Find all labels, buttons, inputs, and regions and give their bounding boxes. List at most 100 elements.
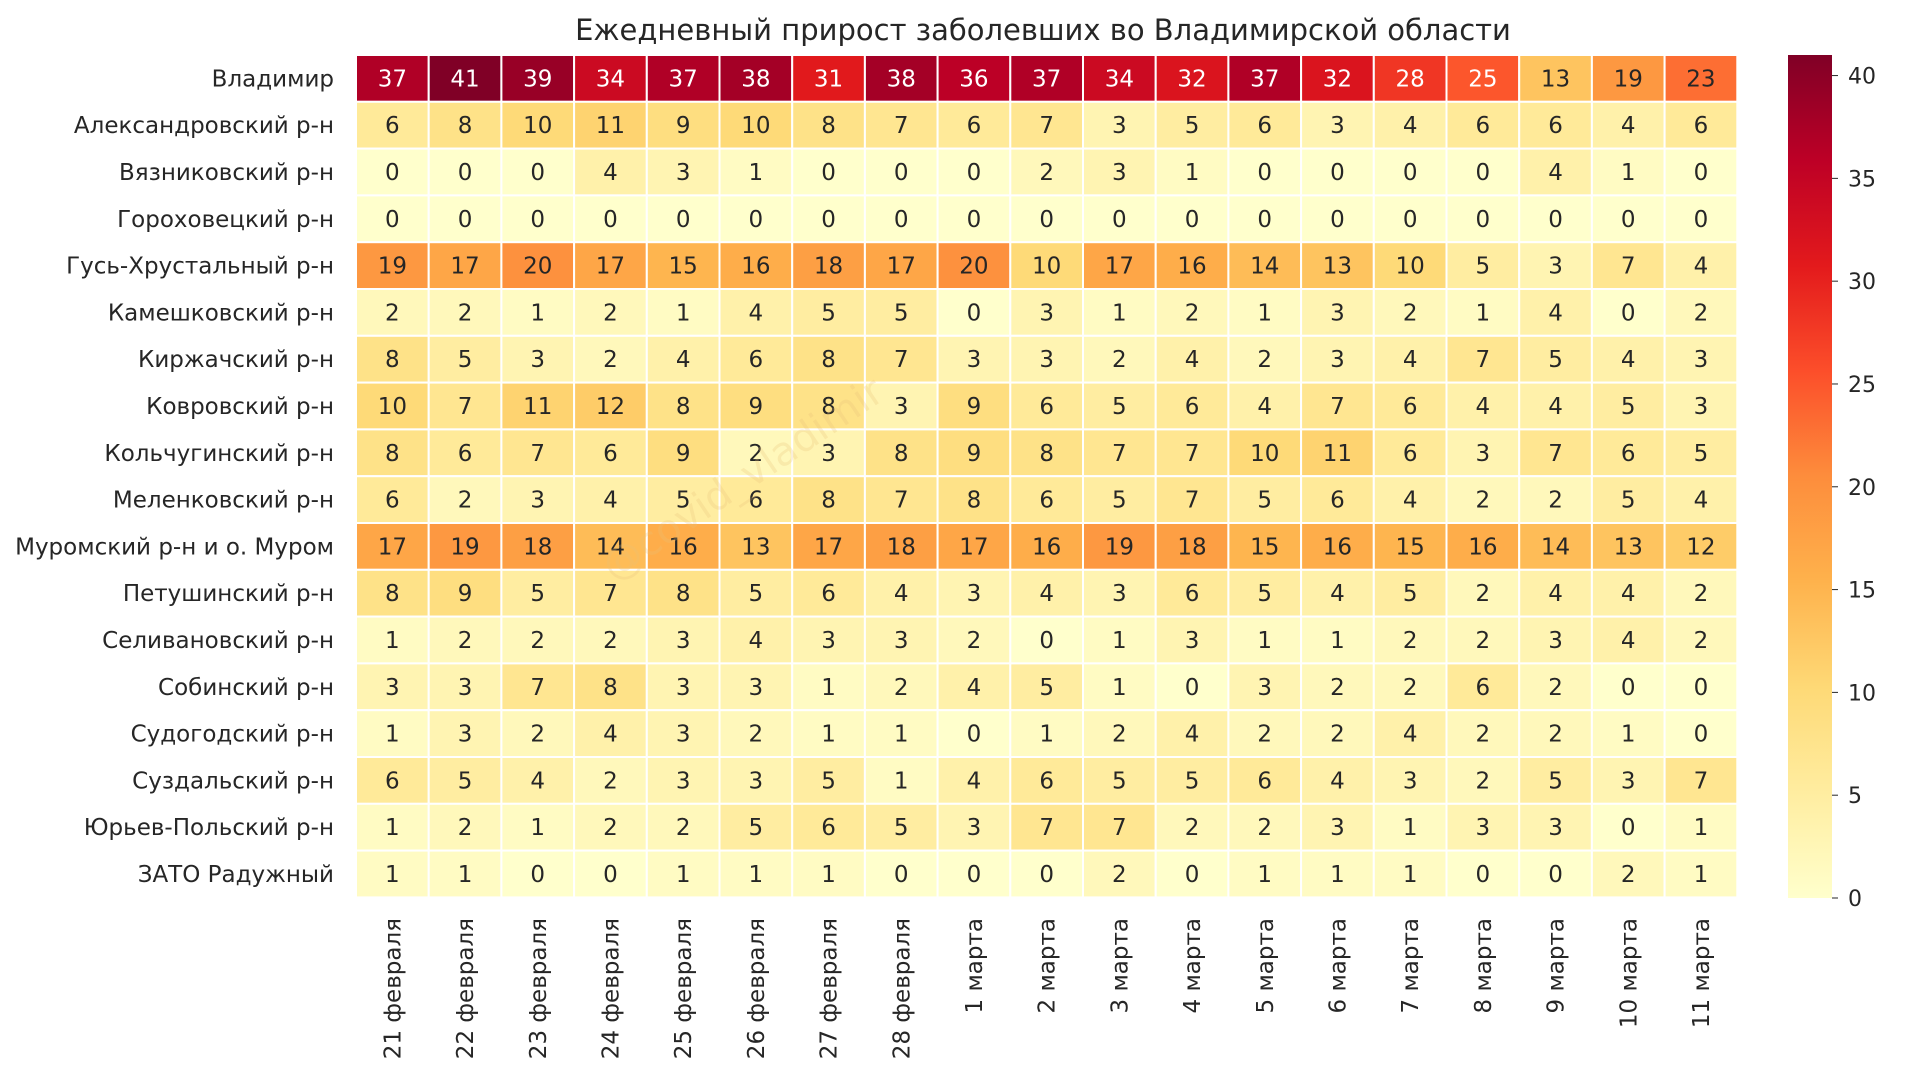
heatmap-cell: [1372, 334, 1448, 384]
cell-value-label: 8: [385, 347, 400, 373]
cell-value-label: 0: [1112, 207, 1127, 233]
heatmap-cell: [1154, 54, 1230, 103]
colorbar-tick-label: 20: [1848, 476, 1876, 501]
cell-value-label: 6: [749, 488, 764, 514]
heatmap-cell: [1154, 381, 1230, 431]
row-label: Судогодский р-н: [131, 722, 334, 748]
heatmap-cell: [1590, 194, 1666, 244]
heatmap-cell: [573, 147, 648, 197]
heatmap-cell: [936, 334, 1012, 384]
heatmap-cell: [1300, 802, 1375, 852]
heatmap-cell: [1590, 756, 1666, 805]
cell-value-label: 0: [1330, 160, 1345, 186]
cell-value-label: 8: [821, 394, 836, 420]
cell-value-label: 16: [1323, 534, 1352, 560]
cell-value-label: 31: [814, 66, 843, 92]
heatmap-cell: [1445, 194, 1521, 244]
heatmap-cell: [1082, 147, 1157, 197]
cell-value-label: 10: [1396, 254, 1425, 280]
cell-value-label: 0: [530, 862, 545, 888]
heatmap-cell: [1445, 662, 1521, 712]
cell-value-label: 0: [1185, 207, 1200, 233]
heatmap-cell: [1372, 849, 1448, 899]
heatmap-cell: [355, 802, 430, 852]
cell-value-label: 3: [1257, 675, 1272, 701]
cell-value-label: 9: [967, 394, 982, 420]
heatmap-cell: [936, 522, 1012, 571]
heatmap-cell: [1445, 475, 1521, 525]
cell-value-label: 12: [596, 394, 625, 420]
heatmap-cell: [718, 709, 794, 759]
cell-value-label: 3: [530, 488, 545, 514]
colorbar-tick-label: 0: [1848, 887, 1862, 912]
heatmap-cell: [1227, 334, 1303, 384]
cell-value-label: 3: [967, 815, 982, 841]
heatmap-cell: [427, 100, 503, 150]
cell-value-label: 8: [821, 347, 836, 373]
cell-value-label: 3: [676, 628, 691, 654]
cell-value-label: 9: [676, 441, 691, 467]
heatmap-cell: [1518, 334, 1593, 384]
heatmap-cell: [863, 475, 939, 525]
heatmap-cell: [1663, 615, 1739, 665]
heatmap-cell: [1590, 334, 1666, 384]
heatmap-cell: [573, 522, 648, 571]
cell-value-label: 5: [530, 581, 545, 607]
cell-value-label: 17: [378, 534, 407, 560]
cell-value-label: 2: [894, 675, 909, 701]
cell-value-label: 41: [450, 66, 479, 92]
cell-value-label: 0: [894, 207, 909, 233]
cell-value-label: 4: [530, 768, 545, 794]
heatmap-cells: [355, 54, 1739, 899]
cell-value-label: 1: [1039, 722, 1054, 748]
cell-value-label: 3: [1403, 768, 1418, 794]
heatmap-cell: [936, 381, 1012, 431]
cell-value-label: 3: [1039, 300, 1054, 326]
cell-value-label: 8: [821, 488, 836, 514]
heatmap-cell: [1082, 241, 1157, 290]
cell-value-label: 17: [450, 254, 479, 280]
column-labels: 21 февраля 22 февраля 23 февраля 24 февраля…: [380, 918, 1715, 1059]
cell-value-label: 1: [1621, 722, 1636, 748]
heatmap-cell: [1663, 428, 1739, 478]
cell-value-label: 3: [894, 628, 909, 654]
heatmap-cell: [718, 802, 794, 852]
heatmap-cell: [936, 662, 1012, 712]
cell-value-label: 2: [676, 815, 691, 841]
cell-value-label: 4: [967, 675, 982, 701]
row-label: Киржачский р-н: [138, 347, 334, 373]
cell-value-label: 10: [1032, 254, 1061, 280]
cell-value-label: 11: [596, 113, 625, 139]
column-label: 27 февраля: [817, 918, 843, 1059]
heatmap-cell: [791, 334, 866, 384]
heatmap-cell: [1154, 100, 1230, 150]
heatmap-cell: [1445, 428, 1521, 478]
heatmap-cell-labels: 37 41 39 34 37 38 31 38 36 37 34 32 37 32 28 25 13 19 236 8…: [378, 66, 1716, 888]
cell-value-label: 3: [458, 675, 473, 701]
heatmap-cell: [1663, 334, 1739, 384]
cell-value-label: 10: [1250, 441, 1279, 467]
cell-value-label: 10: [741, 113, 770, 139]
heatmap-cell: [1663, 802, 1739, 852]
cell-value-label: 2: [1476, 628, 1491, 654]
heatmap-cell: [1009, 568, 1084, 618]
cell-value-label: 4: [749, 300, 764, 326]
cell-value-label: 11: [1323, 441, 1352, 467]
row-label: Вязниковский р-н: [119, 160, 334, 186]
cell-value-label: 2: [1112, 862, 1127, 888]
cell-value-label: 19: [1105, 534, 1134, 560]
heatmap-cell: [1445, 849, 1521, 899]
cell-value-label: 5: [1112, 768, 1127, 794]
heatmap-cell: [1590, 147, 1666, 197]
heatmap-cell: [1009, 147, 1084, 197]
colorbar: 0 5 10 15 20 25 30 35 40: [1788, 55, 1876, 912]
heatmap-cell: [1518, 522, 1593, 571]
cell-value-label: 0: [967, 300, 982, 326]
cell-value-label: 2: [603, 347, 618, 373]
heatmap-cell: [355, 241, 430, 290]
cell-value-label: 3: [1621, 768, 1636, 794]
cell-value-label: 1: [385, 815, 400, 841]
row-label: Кольчугинский р-н: [104, 441, 334, 467]
cell-value-label: 4: [1621, 113, 1636, 139]
heatmap-cell: [791, 288, 866, 337]
